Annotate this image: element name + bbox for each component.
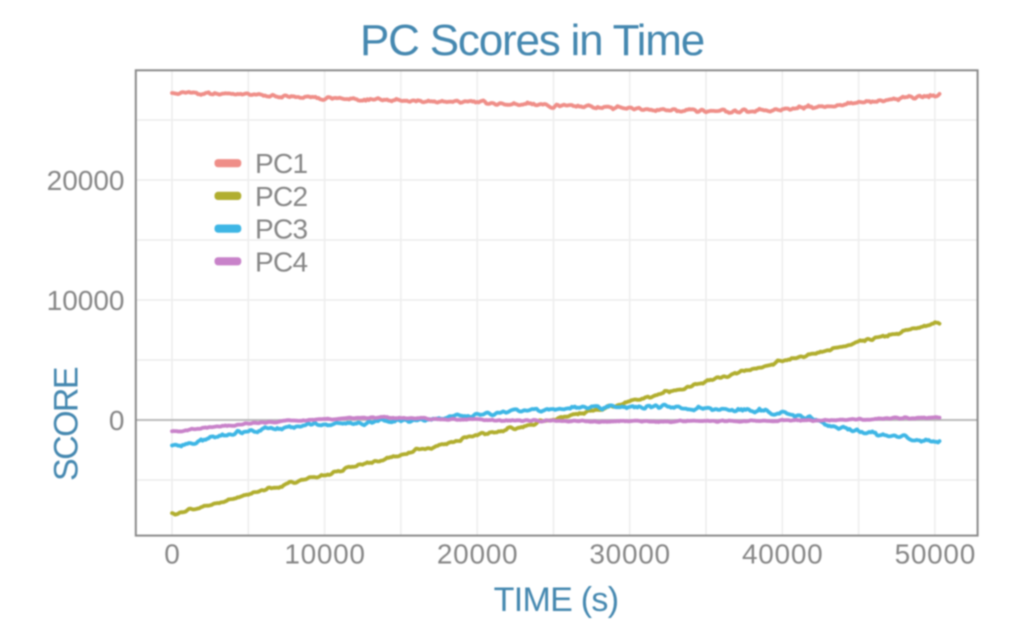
svg-text:10000: 10000 [47, 285, 125, 316]
svg-text:0: 0 [164, 539, 180, 570]
svg-text:PC4: PC4 [255, 246, 307, 277]
svg-text:20000: 20000 [437, 539, 518, 570]
svg-text:PC Scores in Time: PC Scores in Time [360, 16, 704, 65]
svg-text:10000: 10000 [284, 539, 365, 570]
svg-text:0: 0 [109, 405, 125, 436]
svg-text:20000: 20000 [47, 165, 125, 196]
svg-text:PC2: PC2 [255, 181, 307, 212]
svg-text:PC3: PC3 [255, 214, 307, 245]
svg-text:40000: 40000 [742, 539, 823, 570]
svg-text:SCORE: SCORE [48, 367, 86, 481]
svg-text:TIME (s): TIME (s) [494, 581, 619, 619]
svg-text:30000: 30000 [589, 539, 670, 570]
svg-text:50000: 50000 [895, 539, 976, 570]
svg-text:PC1: PC1 [255, 148, 307, 179]
